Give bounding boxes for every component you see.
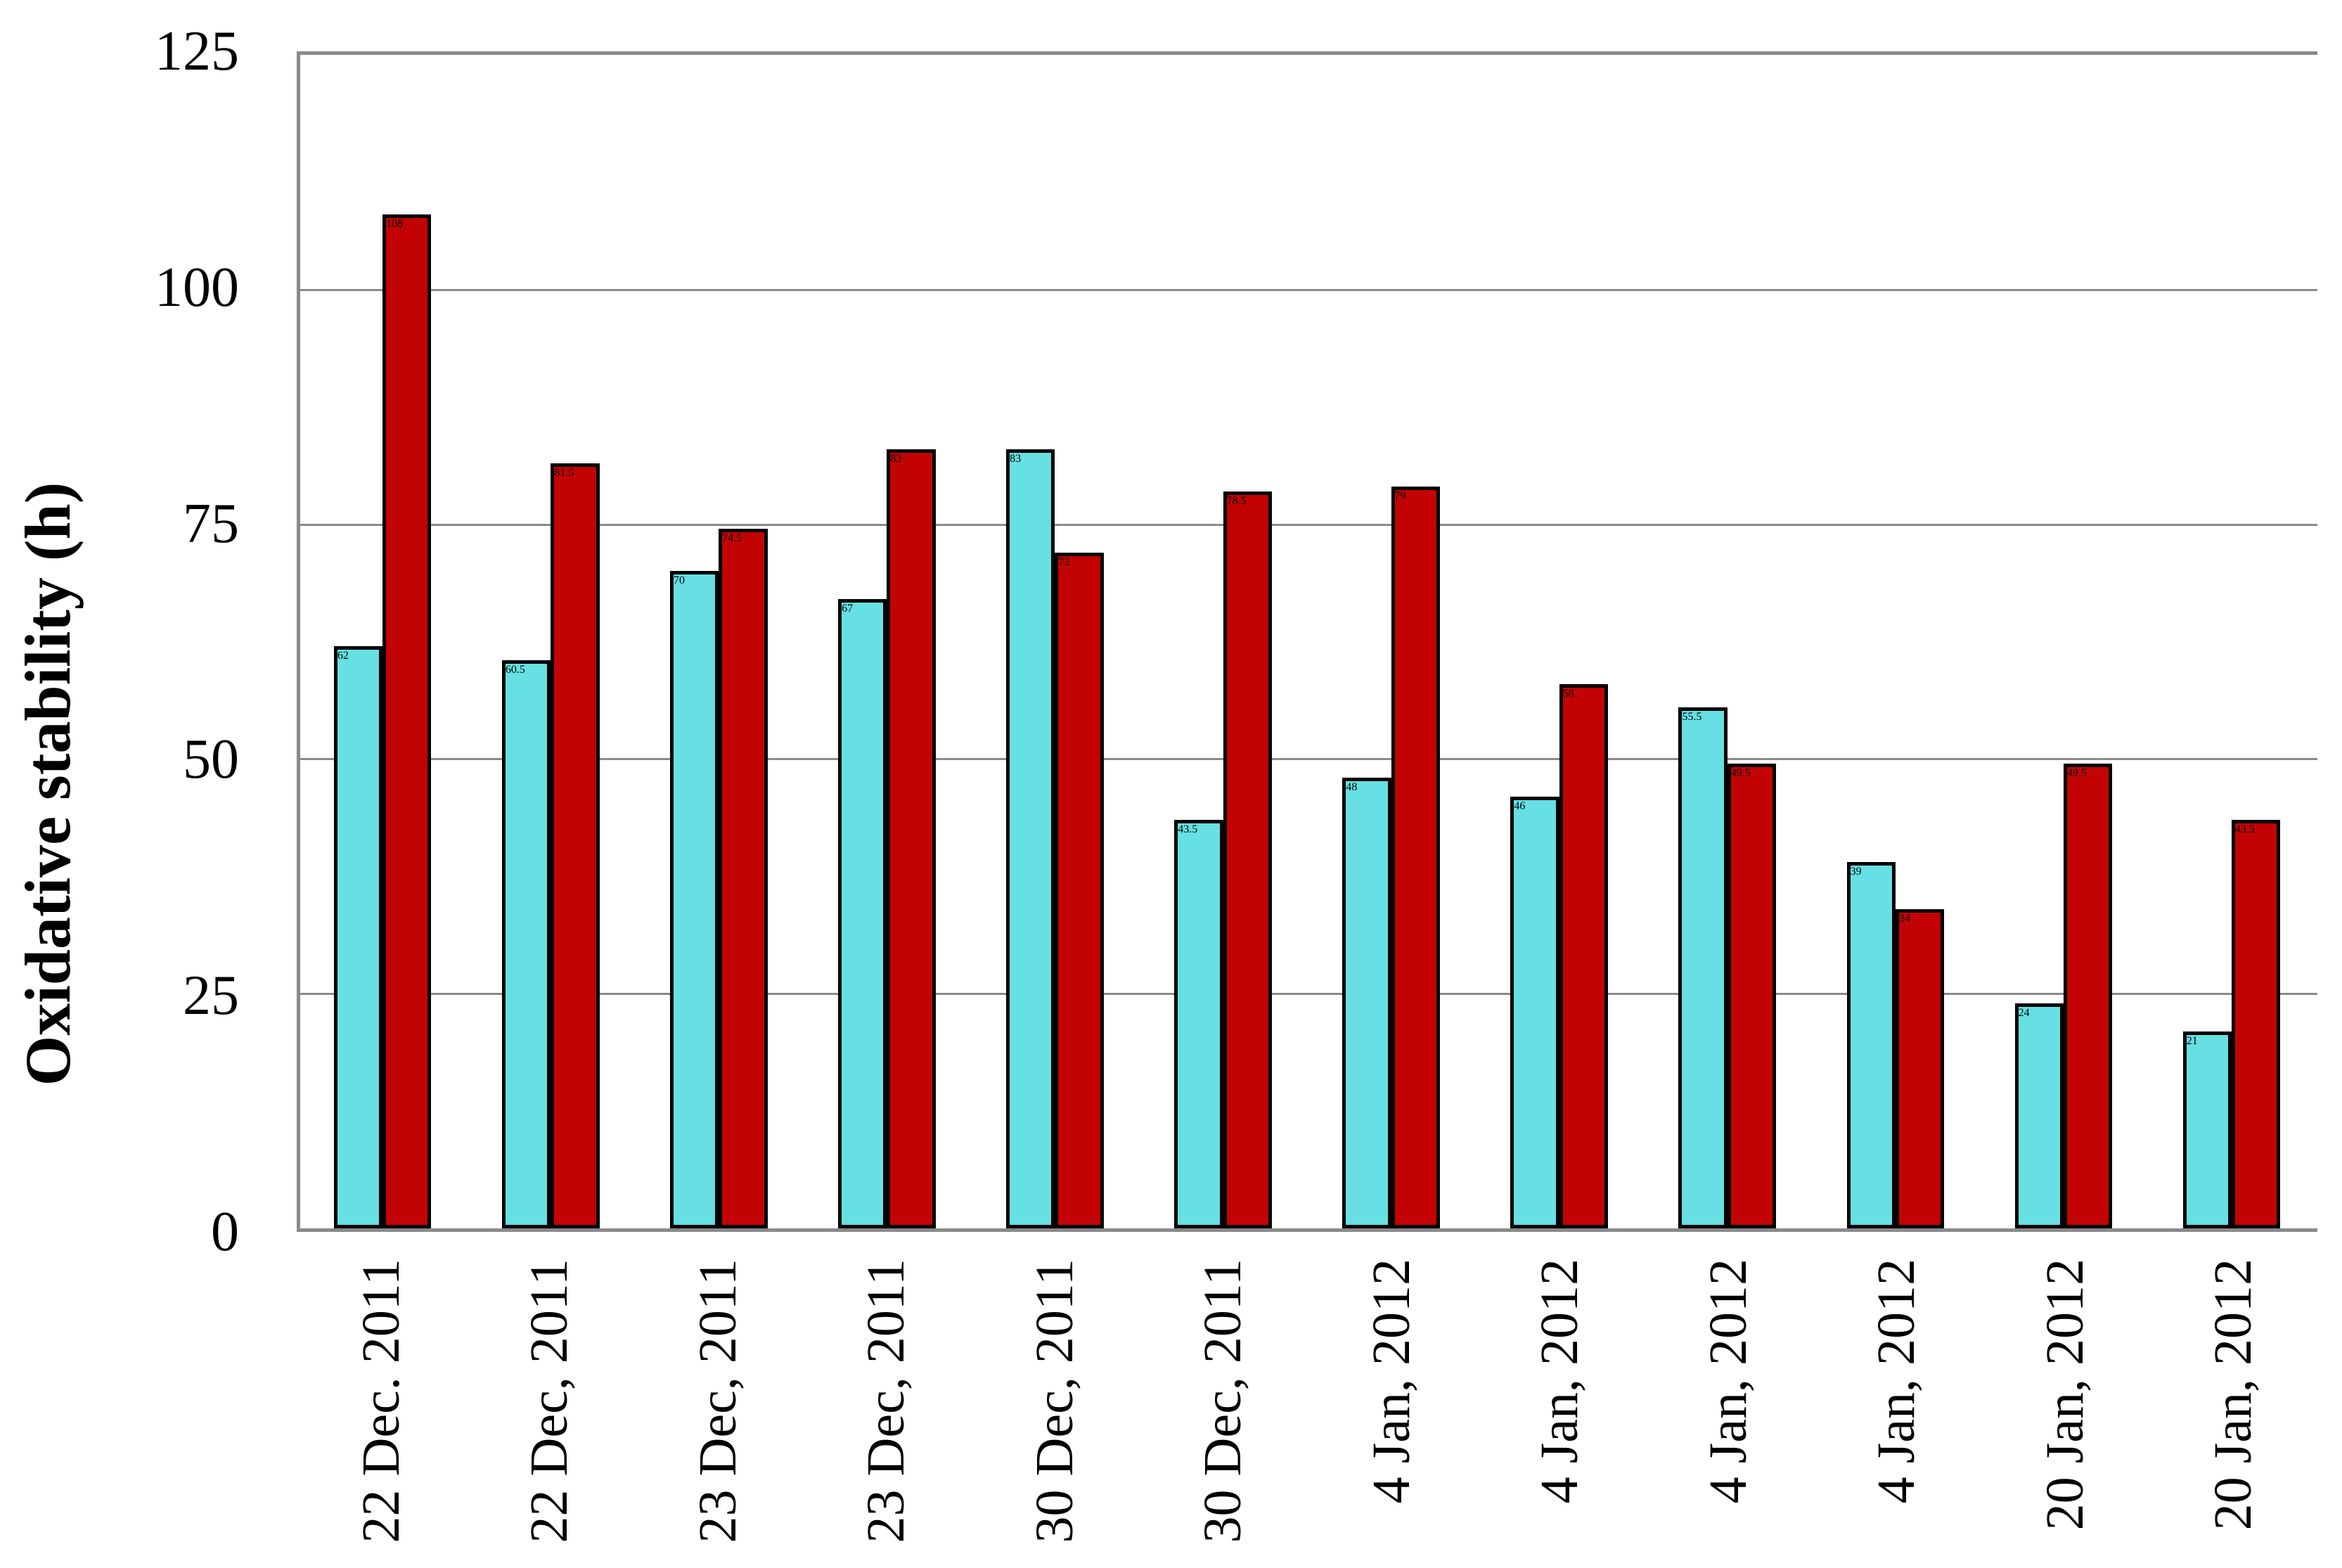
x-tick-label-1: 22 Dec. 2011 — [351, 1259, 411, 1543]
gridline-y-50 — [300, 758, 2317, 761]
bar-series-2-category-10: 34 — [1895, 909, 1945, 1228]
y-tick-label-25: 25 — [183, 965, 239, 1027]
category-slot-7: 48 79 — [1309, 55, 1477, 1228]
plot-area: 62 108 60.5 81.5 70 74.5 67 83 83 72 43.5 78.5 48 79 4… — [297, 51, 2317, 1232]
category-slot-9: 55.5 49.5 — [1645, 55, 1813, 1228]
category-slot-11: 24 49.5 — [1981, 55, 2149, 1228]
x-tick-label-12: 20 Jan, 2012 — [2203, 1259, 2263, 1531]
x-tick-label-9: 4 Jan, 2012 — [1698, 1259, 1758, 1504]
bar-series-1-category-6: 43.5 — [1174, 820, 1223, 1228]
bar-series-1-category-5: 83 — [1006, 449, 1055, 1228]
category-slot-6: 43.5 78.5 — [1140, 55, 1308, 1228]
bar-series-2-category-12: 43.5 — [2232, 820, 2281, 1228]
bar-series-2-category-5: 72 — [1055, 552, 1104, 1228]
y-tick-label-100: 100 — [155, 256, 239, 319]
gridline-y-25 — [300, 993, 2317, 996]
y-tick-label-50: 50 — [183, 728, 239, 791]
bar-series-1-category-8: 46 — [1510, 796, 1559, 1228]
x-tick-label-11: 20 Jan, 2012 — [2035, 1259, 2095, 1531]
bar-series-1-category-10: 39 — [1846, 862, 1896, 1228]
y-tick-label-75: 75 — [183, 492, 239, 555]
x-tick-label-6: 30 Dec, 2011 — [1193, 1259, 1253, 1543]
bar-series-2-category-4: 83 — [887, 449, 936, 1228]
category-slot-8: 46 58 — [1477, 55, 1645, 1228]
bar-series-2-category-2: 81.5 — [551, 463, 600, 1228]
x-tick-label-5: 30 Dec, 2011 — [1024, 1259, 1084, 1543]
bar-series-2-category-3: 74.5 — [719, 529, 768, 1228]
category-slot-4: 67 83 — [804, 55, 972, 1228]
x-tick-label-2: 22 Dec, 2011 — [520, 1259, 579, 1543]
x-tick-label-10: 4 Jan, 2012 — [1867, 1259, 1926, 1504]
bar-series-1-category-1: 62 — [333, 646, 383, 1228]
bar-series-1-category-12: 21 — [2182, 1031, 2232, 1228]
bar-series-1-category-9: 55.5 — [1678, 707, 1727, 1228]
bar-series-2-category-1: 108 — [382, 214, 432, 1228]
y-tick-label-0: 0 — [211, 1201, 239, 1263]
category-slot-2: 60.5 81.5 — [468, 55, 636, 1228]
x-tick-label-7: 4 Jan, 2012 — [1361, 1259, 1421, 1504]
bar-series-1-category-3: 70 — [669, 571, 719, 1228]
category-slot-5: 83 72 — [972, 55, 1140, 1228]
gridline-y-100 — [300, 288, 2317, 291]
bar-series-2-category-9: 49.5 — [1727, 764, 1777, 1228]
x-tick-label-3: 23 Dec, 2011 — [688, 1259, 747, 1543]
bar-series-1-category-2: 60.5 — [501, 660, 551, 1228]
category-slot-10: 39 34 — [1813, 55, 1981, 1228]
bar-series-1-category-4: 67 — [838, 599, 887, 1228]
category-slot-3: 70 74.5 — [636, 55, 804, 1228]
bar-series-2-category-7: 79 — [1391, 487, 1440, 1228]
x-tick-label-8: 4 Jan, 2012 — [1530, 1259, 1590, 1504]
y-tick-label-125: 125 — [155, 20, 239, 82]
bar-series-2-category-8: 58 — [1559, 683, 1609, 1228]
gridline-y-75 — [300, 523, 2317, 526]
bar-series-1-category-7: 48 — [1342, 778, 1391, 1228]
x-tick-label-4: 23 Dec, 2011 — [856, 1259, 916, 1543]
bar-series-2-category-6: 78.5 — [1223, 491, 1272, 1228]
bar-series-1-category-11: 24 — [2014, 1003, 2064, 1228]
category-slot-1: 62 108 — [300, 55, 468, 1228]
category-slot-12: 21 43.5 — [2149, 55, 2317, 1228]
bar-series-2-category-11: 49.5 — [2063, 764, 2113, 1228]
